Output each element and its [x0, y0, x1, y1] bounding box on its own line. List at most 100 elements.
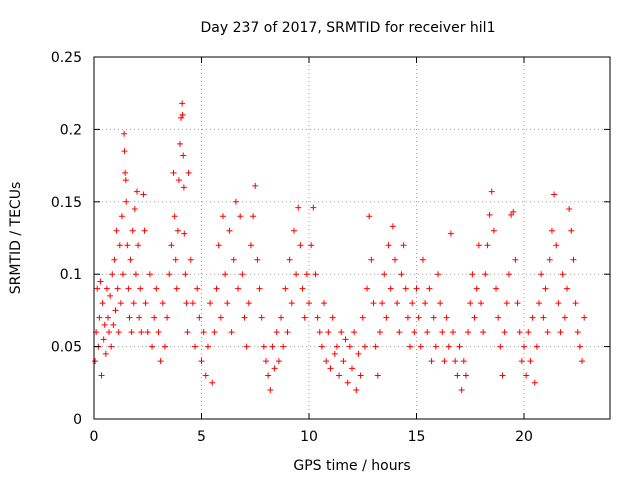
data-point: [155, 329, 162, 336]
data-point: [200, 329, 207, 336]
data-point: [113, 227, 120, 234]
data-point: [523, 372, 530, 379]
data-point: [122, 177, 129, 184]
data-point: [458, 387, 465, 394]
data-point: [177, 140, 183, 147]
data-point: [454, 372, 461, 379]
data-point: [123, 198, 130, 205]
data-point: [308, 242, 315, 249]
data-point: [478, 300, 484, 307]
data-point: [445, 343, 452, 350]
data-point: [342, 336, 349, 343]
data-point: [437, 300, 444, 307]
data-point: [94, 285, 101, 292]
data-point: [226, 227, 233, 234]
data-point: [224, 300, 231, 307]
data-point: [220, 213, 226, 220]
data-point: [581, 314, 588, 321]
data-point: [293, 271, 300, 278]
data-point: [486, 211, 493, 218]
data-point: [102, 350, 109, 357]
data-point: [179, 100, 186, 107]
data-point: [237, 213, 244, 220]
chart-title: Day 237 of 2017, SRMTID for receiver hil…: [201, 20, 496, 36]
data-point: [144, 329, 151, 336]
data-point: [213, 285, 220, 292]
data-point: [424, 329, 431, 336]
data-point: [194, 285, 201, 292]
data-point: [252, 182, 259, 189]
data-point: [465, 329, 472, 336]
data-point: [198, 358, 205, 365]
data-point: [258, 314, 265, 321]
data-point: [104, 314, 111, 321]
data-point: [430, 314, 437, 321]
data-point: [426, 285, 433, 292]
data-point: [357, 372, 364, 379]
data-point: [318, 343, 325, 350]
data-point: [559, 271, 566, 278]
data-point: [124, 242, 131, 249]
data-point: [209, 379, 216, 386]
data-point: [364, 285, 371, 292]
data-point: [312, 271, 319, 278]
data-point: [121, 130, 128, 137]
y-axis-label: SRMTID / TECUs: [8, 182, 24, 295]
data-point: [450, 329, 457, 336]
data-point: [467, 300, 474, 307]
data-point: [245, 300, 252, 307]
data-point: [159, 300, 166, 307]
data-point: [273, 329, 280, 336]
data-point: [484, 242, 491, 249]
data-point: [574, 329, 581, 336]
data-point: [392, 256, 398, 263]
data-point: [239, 271, 246, 278]
data-point: [314, 314, 321, 321]
data-point: [211, 329, 218, 336]
data-point: [398, 271, 405, 278]
data-point: [568, 227, 575, 234]
data-point: [525, 329, 532, 336]
data-point: [396, 329, 403, 336]
data-point: [250, 213, 257, 220]
data-point: [415, 314, 422, 321]
data-point: [447, 230, 454, 237]
data-point: [490, 227, 497, 234]
data-point: [579, 358, 586, 365]
data-point: [138, 329, 145, 336]
y-tick-label: 0.1: [60, 267, 82, 283]
data-point: [422, 300, 429, 307]
data-point: [171, 213, 178, 220]
data-point: [394, 300, 401, 307]
x-tick-label: 15: [408, 429, 426, 445]
data-point: [432, 343, 439, 350]
data-point: [521, 343, 527, 350]
data-point: [112, 307, 119, 314]
data-point: [243, 343, 250, 350]
data-point: [286, 256, 293, 263]
data-point: [505, 271, 512, 278]
data-point: [180, 152, 187, 159]
data-point: [327, 365, 334, 372]
data-point: [267, 387, 274, 394]
data-point: [269, 343, 276, 350]
data-point: [374, 372, 381, 379]
data-point: [404, 314, 411, 321]
data-point: [111, 256, 118, 263]
data-point: [92, 358, 99, 365]
data-point: [497, 343, 504, 350]
data-point: [441, 358, 448, 365]
data-point: [428, 358, 435, 365]
data-point: [204, 343, 211, 350]
data-point: [117, 300, 124, 307]
data-point: [134, 188, 140, 195]
data-point: [184, 329, 191, 336]
data-point: [182, 271, 189, 278]
data-point: [417, 343, 424, 350]
data-point: [460, 358, 467, 365]
data-point: [321, 300, 328, 307]
data-point: [503, 300, 510, 307]
data-point: [368, 256, 375, 263]
data-point: [232, 198, 239, 205]
data-point: [499, 372, 506, 379]
